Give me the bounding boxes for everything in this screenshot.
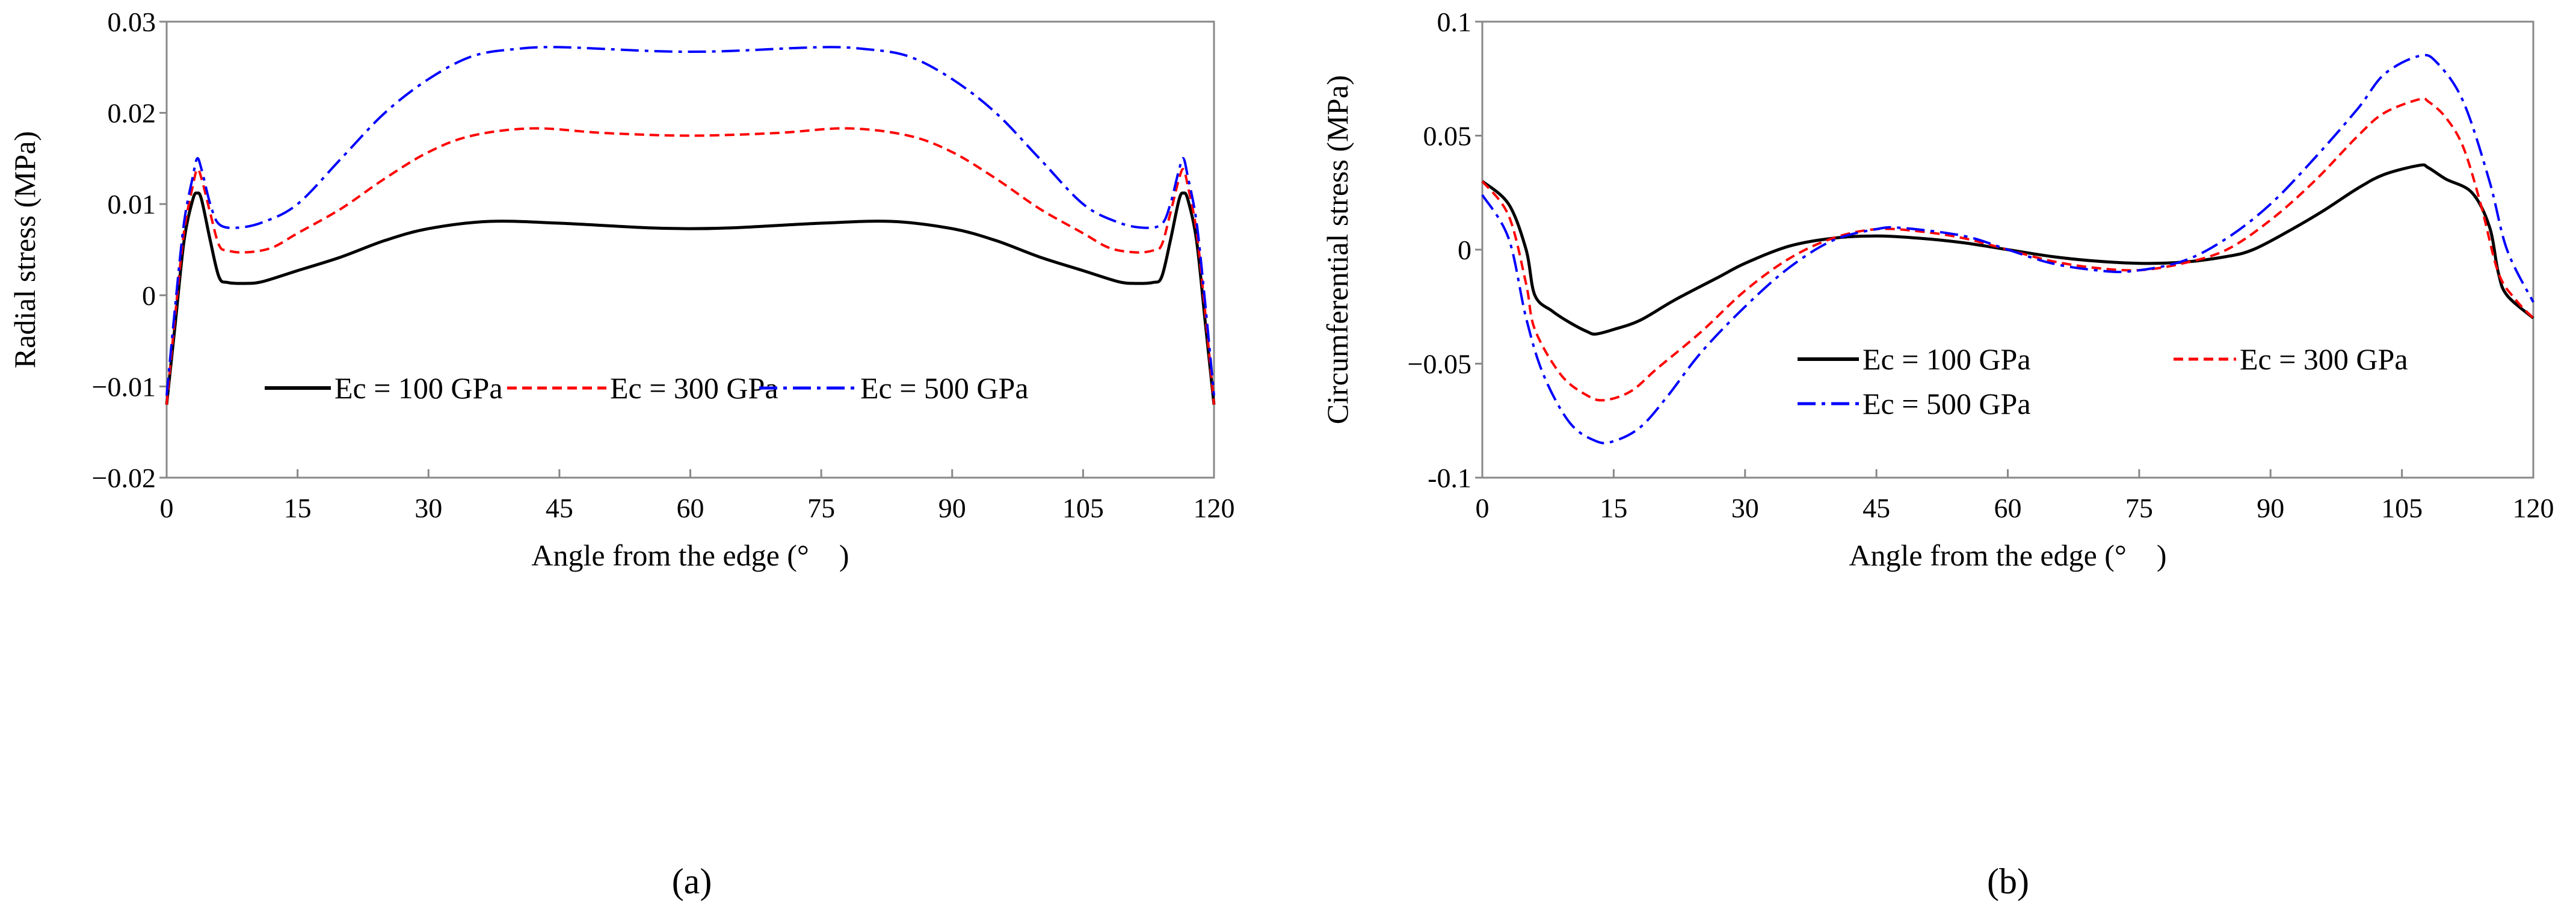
y-tick-label: 0 [1458,235,1471,265]
y-tick-label: 0 [142,280,156,311]
series-line-300-gpa [1481,97,2534,402]
x-tick-label: 0 [1476,493,1490,523]
x-axis-title: Angle from the edge (° ) [531,538,849,572]
x-tick-label: 0 [160,493,174,523]
x-axis-title: Angle from the edge (° ) [1849,538,2166,572]
y-tick-label: 0.05 [1423,121,1472,152]
x-tick-label: 105 [1062,493,1104,523]
series-line-500-gpa [165,46,1215,396]
x-tick-label: 90 [938,493,966,523]
x-tick-label: 45 [1863,493,1890,523]
series-line-500-gpa [1481,54,2534,445]
y-tick-label: 0.1 [1437,7,1472,37]
y-axis-title: Circumferential stress (MPa) [1320,75,1354,424]
x-tick-label: 75 [2125,493,2153,523]
x-tick-label: 60 [1994,493,2022,523]
x-tick-label: 90 [2257,493,2284,523]
y-tick-label: 0.03 [108,7,156,37]
x-tick-label: 30 [1731,493,1759,523]
x-tick-label: 30 [414,493,442,523]
legend-label: Ec = 100 GPa [334,371,503,405]
plot-frame [165,20,1215,479]
x-tick-label: 120 [1194,493,1235,523]
y-tick-label: 0.02 [108,98,156,129]
radial-stress-chart: 0.030.020.010−0.01−0.020 15 30 45 60 75 90 105 1… [8,7,1235,901]
panel-caption: (a) [672,861,712,901]
x-tick-label: 15 [1600,493,1627,523]
x-tick-label: 75 [807,493,835,523]
series-line-100-gpa [165,191,1216,405]
x-tick-label: 105 [2381,493,2423,523]
legend-label: Ec = 300 GPa [2240,342,2408,376]
y-tick-label: −0.05 [1408,349,1471,380]
x-tick-label: 15 [284,493,312,523]
y-tick-label: −0.02 [92,463,156,493]
y-tick-label: −0.01 [92,371,156,402]
legend-label: Ec = 100 GPa [1863,342,2031,376]
y-axis-title: Radial stress (MPa) [8,131,42,368]
circumferential-stress-chart: 0.10.050−0.05-0.10 15 30 45 60 75 90 105 120Angl… [1320,7,2554,901]
y-tick-label: 0.01 [108,189,156,220]
legend-label: Ec = 300 GPa [610,371,778,405]
legend-label: Ec = 500 GPa [1863,387,2031,421]
legend-label: Ec = 500 GPa [860,371,1029,405]
y-tick-label: -0.1 [1428,463,1471,493]
x-tick-label: 120 [2513,493,2554,523]
series-line-300-gpa [165,127,1215,405]
x-tick-label: 45 [546,493,573,523]
x-tick-label: 60 [677,493,704,523]
panel-caption: (b) [1987,861,2029,901]
